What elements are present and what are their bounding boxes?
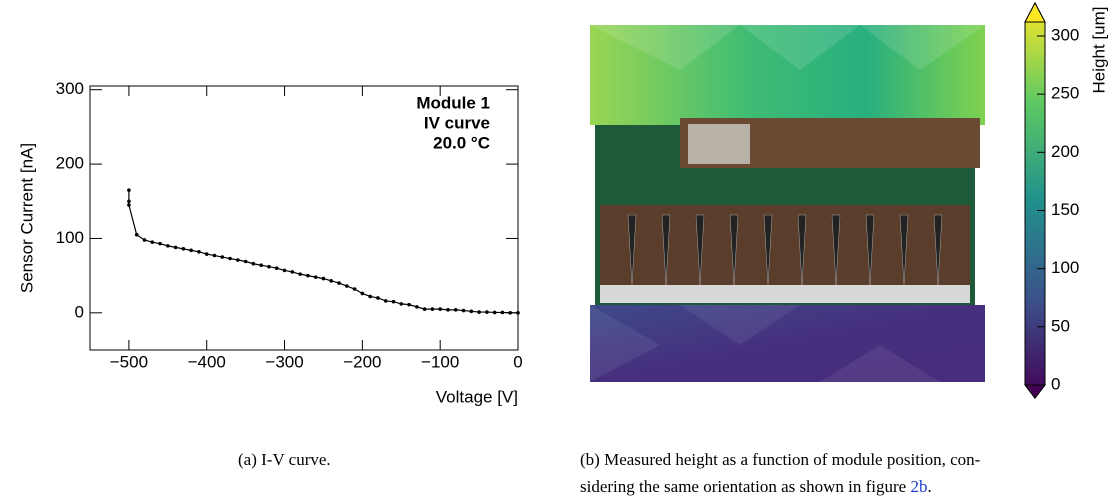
data-point: [150, 240, 155, 244]
data-point: [407, 302, 411, 307]
data-point: [282, 268, 287, 273]
data-point: [142, 238, 147, 242]
data-point: [360, 291, 365, 296]
data-point: [220, 255, 225, 259]
figure-ref[interactable]: 2b: [910, 477, 927, 496]
data-point: [376, 296, 380, 300]
data-point: [243, 259, 248, 264]
data-point: [259, 263, 264, 268]
data-point: [274, 266, 279, 270]
colorbar-tick-label: 200: [1051, 142, 1079, 161]
data-point: [477, 310, 481, 314]
x-tick-label: −200: [343, 352, 381, 371]
data-point: [508, 311, 513, 315]
data-point: [267, 264, 271, 269]
plot-frame: [89, 85, 519, 351]
data-point: [461, 308, 466, 313]
caption-text: sidering the same orientation as shown i…: [580, 477, 910, 496]
colorbar-tick-label: 0: [1051, 374, 1060, 393]
data-point: [251, 261, 256, 266]
annotation: IV curve: [424, 113, 490, 132]
y-axis-label: Sensor Current [nA]: [17, 143, 36, 293]
data-point: [391, 299, 396, 304]
data-point: [173, 245, 178, 250]
caption: (b) Measured height as a function of mod…: [580, 450, 981, 469]
data-point: [236, 258, 240, 262]
data-point: [399, 302, 404, 306]
y-tick-label: 300: [56, 79, 84, 98]
data-point: [228, 256, 232, 261]
y-tick-label: 200: [56, 154, 84, 173]
y-tick-label: 0: [75, 302, 84, 321]
caption: sidering the same orientation as shown i…: [580, 477, 932, 496]
data-point: [430, 307, 435, 311]
data-point: [516, 311, 520, 315]
data-point: [290, 270, 295, 274]
colorbar-tick-label: 300: [1051, 25, 1079, 44]
annotation: Module 1: [416, 93, 490, 112]
data-point: [500, 310, 505, 315]
data-point: [298, 272, 302, 276]
caption: (a) I-V curve.: [238, 450, 331, 469]
colorbar-tick-label: 50: [1051, 316, 1070, 335]
data-point: [469, 309, 474, 314]
data-point: [127, 188, 131, 192]
heightmap: [590, 25, 985, 382]
x-tick-label: −300: [265, 352, 303, 371]
data-point: [204, 252, 209, 256]
colorbar-label: Height [um]: [1089, 7, 1108, 94]
data-point: [345, 284, 349, 288]
data-point: [383, 299, 388, 303]
data-point: [485, 310, 489, 314]
data-point: [446, 308, 450, 312]
annotation: 20.0 °C: [433, 133, 490, 152]
y-tick-label: 100: [56, 228, 84, 247]
caption-text: .: [927, 477, 931, 496]
data-point: [368, 294, 372, 299]
colorbar-tick-label: 150: [1051, 200, 1079, 219]
data-point: [127, 199, 131, 204]
data-point: [212, 253, 217, 258]
data-point: [337, 281, 341, 285]
x-tick-label: −400: [188, 352, 226, 371]
colorbar: 0 50 100 150 200 250 300: [1023, 1, 1079, 399]
data-point: [352, 287, 357, 291]
data-point: [134, 232, 139, 237]
data-point: [189, 248, 193, 253]
data-point: [492, 310, 497, 315]
x-tick-label: 0: [513, 352, 522, 371]
x-tick-label: −100: [421, 352, 459, 371]
data-point: [181, 247, 186, 251]
data-point: [415, 305, 419, 309]
iv-chart: −500 −400 −300 −200 −100 0 0 100 200 300: [56, 79, 523, 371]
x-tick-label: −500: [110, 352, 148, 371]
data-point: [453, 308, 458, 312]
colorbar-tick-label: 100: [1051, 258, 1079, 277]
data-point: [321, 276, 326, 281]
data-point: [306, 273, 310, 278]
data-point: [422, 307, 427, 311]
iv-line: [128, 190, 518, 314]
data-point: [158, 241, 162, 246]
data-point: [313, 275, 318, 279]
data-point: [166, 244, 170, 248]
x-axis-label: Voltage [V]: [436, 387, 518, 406]
data-point: [197, 250, 201, 254]
data-point: [329, 279, 334, 283]
colorbar-tick-label: 250: [1051, 84, 1079, 103]
data-point: [127, 203, 131, 207]
data-point: [438, 307, 442, 311]
